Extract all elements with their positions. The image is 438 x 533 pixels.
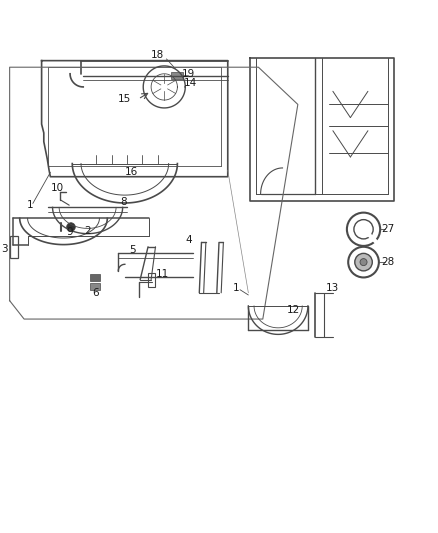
Text: 1: 1 [26,200,33,210]
Text: 1: 1 [232,282,239,293]
Text: 19: 19 [182,69,195,79]
Text: 16: 16 [125,167,138,177]
Text: 28: 28 [381,257,394,267]
Text: 11: 11 [156,269,170,279]
Text: 14: 14 [184,78,197,88]
Text: 27: 27 [381,224,394,235]
Circle shape [67,223,75,231]
Text: 18: 18 [151,51,164,60]
FancyBboxPatch shape [171,71,183,79]
FancyBboxPatch shape [90,274,100,281]
Text: 2: 2 [84,225,91,236]
Text: 10: 10 [51,183,64,192]
FancyBboxPatch shape [90,283,100,290]
Text: 15: 15 [117,94,131,104]
Circle shape [360,259,367,265]
Text: 12: 12 [287,305,300,316]
Text: 5: 5 [129,245,136,255]
Text: 9: 9 [67,228,74,237]
Text: 13: 13 [326,282,339,293]
Text: 8: 8 [120,197,127,207]
Circle shape [355,253,372,271]
Text: 3: 3 [1,244,8,254]
Text: 6: 6 [92,288,99,298]
Text: 4: 4 [185,235,192,245]
